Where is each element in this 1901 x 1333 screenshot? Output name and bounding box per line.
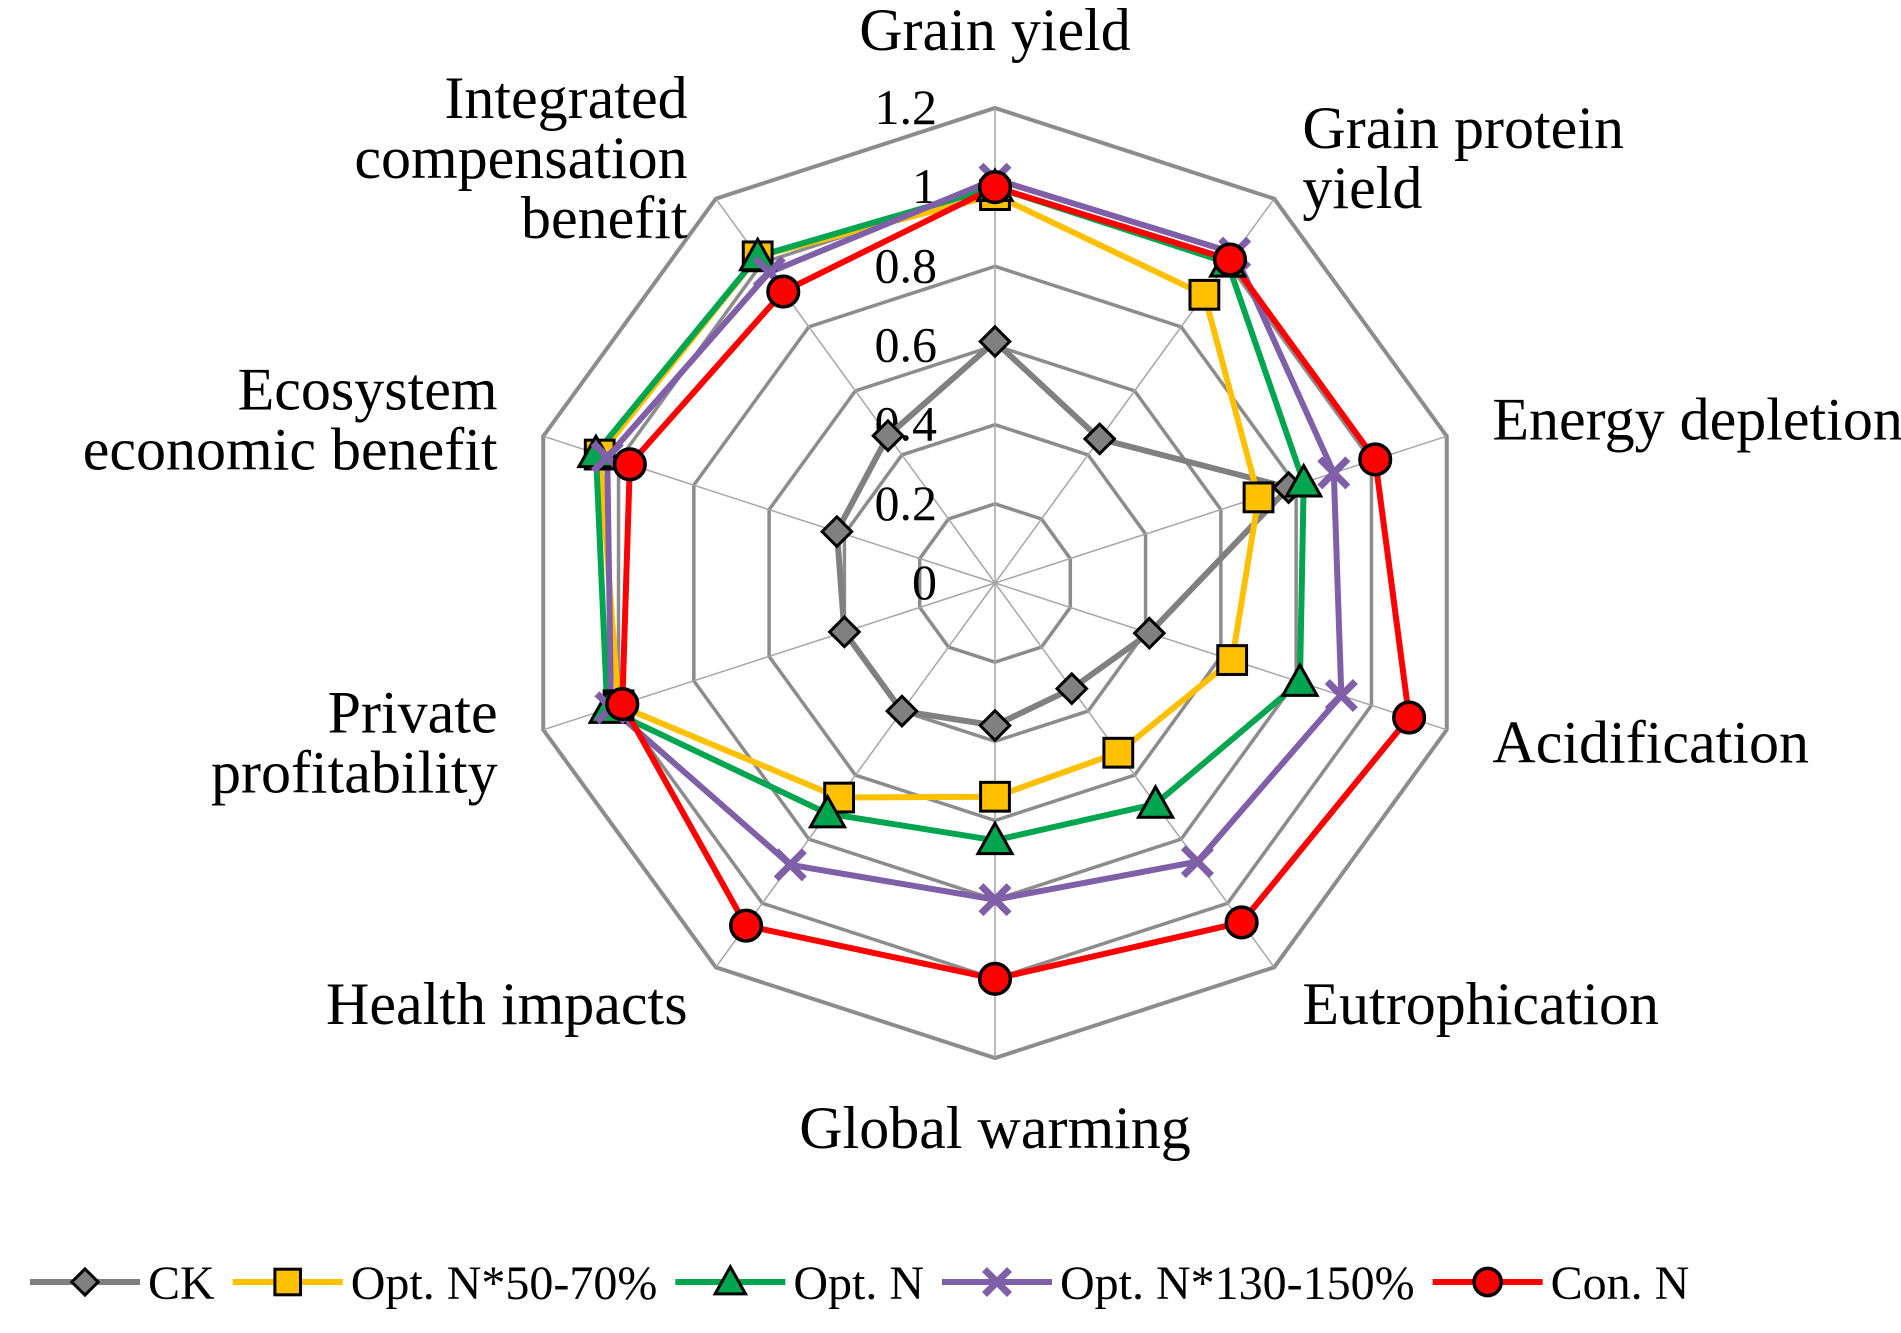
data-point-marker	[1472, 1266, 1503, 1298]
legend-item[interactable]: CK	[30, 1257, 215, 1310]
data-point-marker	[1284, 462, 1324, 498]
data-point-marker	[871, 418, 905, 453]
data-point-marker	[1242, 481, 1275, 514]
radial-tick-label: 1.2	[875, 79, 938, 135]
data-point-marker	[1132, 616, 1167, 651]
axis-label: Private profitability	[211, 680, 498, 806]
data-point-marker	[1224, 905, 1259, 940]
axis-label: Grain protein yield	[1302, 95, 1624, 221]
legend-label: Opt. N*50-70%	[351, 1257, 658, 1310]
axis-label-line: profitability	[211, 740, 498, 806]
data-point-marker	[712, 1263, 749, 1296]
data-point-marker	[885, 694, 919, 728]
data-point-marker	[728, 908, 764, 943]
axis-label-line: Health impacts	[326, 971, 688, 1037]
axis-label: Energy depletion	[1492, 386, 1901, 452]
axis-label-line: economic benefit	[83, 416, 498, 482]
data-point-marker	[1280, 661, 1320, 697]
axis-label-line: Global warming	[799, 1095, 1191, 1161]
radial-tick-label: 0	[912, 554, 937, 610]
series-line	[604, 176, 1345, 903]
data-point-marker	[977, 170, 1013, 205]
data-point-marker	[982, 1267, 1012, 1297]
radar-spoke	[715, 582, 996, 968]
radial-tick-label: 0.8	[875, 237, 938, 293]
series-marker-group	[605, 170, 1427, 996]
data-point-marker	[978, 883, 1012, 917]
data-point-marker	[978, 708, 1012, 743]
series-markers	[576, 162, 1427, 996]
axis-label-line: Grain protein	[1302, 95, 1624, 161]
data-point-marker	[1392, 700, 1427, 735]
data-point-marker	[605, 687, 640, 722]
legend-label: CK	[148, 1257, 215, 1310]
data-point-marker	[1054, 671, 1089, 706]
data-point-marker	[773, 848, 807, 882]
data-point-marker	[1082, 422, 1117, 456]
data-point-marker	[273, 1267, 302, 1297]
axis-label-line: Grain yield	[859, 0, 1131, 63]
axis-labels: Grain yield Grain protein yield Energy depl…	[83, 0, 1901, 1161]
series-lines	[592, 176, 1413, 982]
data-point-marker	[1317, 456, 1351, 490]
axis-label-line: Energy depletion	[1492, 386, 1901, 452]
data-point-marker	[975, 820, 1015, 856]
axis-label-line: yield	[1302, 155, 1422, 221]
legend[interactable]: CK Opt. N*50-70% Opt. N Opt. N*130-150% Con.…	[30, 1257, 1689, 1310]
data-point-marker	[738, 236, 778, 272]
axis-label: Grain yield	[859, 0, 1131, 63]
axis-label-line: Integrated	[444, 65, 687, 131]
data-point-marker	[1102, 736, 1135, 769]
legend-item[interactable]: Opt. N	[675, 1257, 924, 1310]
data-point-marker	[1324, 679, 1358, 713]
legend-label: Opt. N*130-150%	[1060, 1257, 1415, 1310]
axis-label: Global warming	[799, 1095, 1191, 1161]
data-point-marker	[977, 961, 1013, 996]
axis-label: Ecosystem economic benefit	[83, 356, 498, 482]
axis-label-line: Acidification	[1492, 710, 1809, 776]
radial-tick-label: 0.2	[875, 475, 938, 531]
data-point-marker	[1212, 242, 1248, 277]
axis-label-line: Private	[328, 680, 498, 746]
data-point-marker	[1358, 442, 1393, 477]
data-point-marker	[979, 780, 1011, 813]
data-point-marker	[1216, 644, 1249, 676]
data-point-marker	[827, 615, 862, 649]
data-point-marker	[978, 324, 1012, 359]
data-point-marker	[612, 447, 647, 482]
axis-label: Integrated compensation benefit	[354, 65, 688, 251]
radial-tick-label: 0.6	[875, 317, 938, 373]
data-point-marker	[1180, 845, 1214, 879]
legend-item[interactable]: Con. N	[1432, 1257, 1690, 1310]
radial-tick-labels: 00.20.40.60.811.2	[875, 79, 938, 610]
data-point-marker	[1188, 278, 1221, 311]
axis-label-line: Eutrophication	[1302, 971, 1659, 1037]
axis-label-line: compensation	[354, 125, 687, 191]
axis-label-line: benefit	[521, 185, 688, 251]
radar-spoke	[994, 582, 1275, 968]
data-point-marker	[1135, 783, 1176, 819]
data-point-marker	[820, 514, 854, 549]
axis-label: Acidification	[1492, 710, 1809, 776]
legend-label: Con. N	[1551, 1257, 1690, 1310]
data-point-marker	[766, 274, 801, 309]
data-point-marker	[807, 793, 848, 829]
legend-item[interactable]: Opt. N*50-70%	[232, 1257, 658, 1310]
legend-item[interactable]: Opt. N*130-150%	[942, 1257, 1415, 1310]
axis-label: Eutrophication	[1302, 971, 1659, 1037]
axis-label-line: Ecosystem	[238, 356, 498, 422]
series-marker-group	[820, 324, 1306, 743]
axis-label: Health impacts	[326, 971, 688, 1037]
legend-label: Opt. N	[793, 1257, 924, 1310]
data-point-marker	[69, 1266, 101, 1298]
